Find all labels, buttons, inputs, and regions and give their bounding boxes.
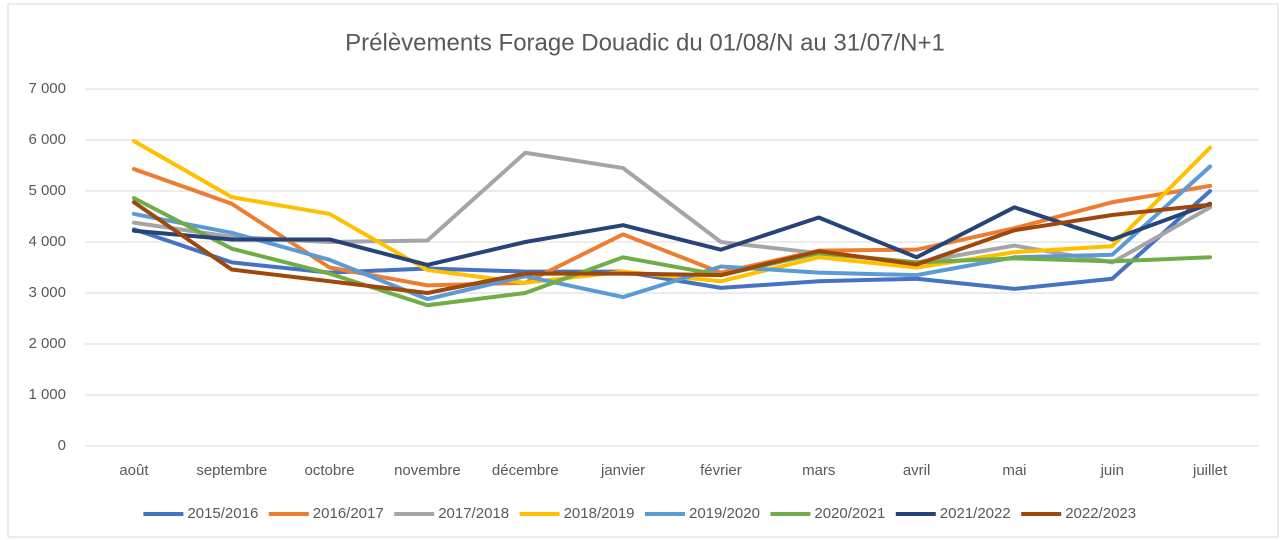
y-tick-label: 5 000 bbox=[28, 182, 66, 199]
x-tick-label: novembre bbox=[394, 462, 461, 479]
x-tick-label: décembre bbox=[492, 462, 559, 479]
x-tick-label: août bbox=[119, 462, 149, 479]
series-line bbox=[131, 196, 1213, 308]
x-tick-label: juin bbox=[1100, 462, 1124, 479]
legend-label: 2020/2021 bbox=[814, 505, 885, 522]
x-tick-label: janvier bbox=[600, 462, 645, 479]
x-tick-label: mai bbox=[1002, 462, 1026, 479]
chart-title: Prélèvements Forage Douadic du 01/08/N a… bbox=[345, 29, 945, 56]
legend-label: 2021/2022 bbox=[940, 505, 1011, 522]
legend-label: 2016/2017 bbox=[313, 505, 384, 522]
series-line bbox=[131, 200, 1213, 295]
legend-label: 2019/2020 bbox=[689, 505, 760, 522]
y-tick-label: 2 000 bbox=[28, 335, 66, 352]
series-line bbox=[131, 201, 1213, 267]
x-tick-label: septembre bbox=[196, 462, 267, 479]
y-tick-label: 4 000 bbox=[28, 233, 66, 250]
x-tick-label: juillet bbox=[1192, 462, 1228, 479]
series-line bbox=[131, 139, 1213, 285]
legend-label: 2022/2023 bbox=[1065, 505, 1136, 522]
legend-label: 2018/2019 bbox=[564, 505, 635, 522]
x-tick-label: octobre bbox=[305, 462, 355, 479]
x-tick-label: février bbox=[700, 462, 742, 479]
legend-label: 2017/2018 bbox=[438, 505, 509, 522]
x-tick-label: mars bbox=[802, 462, 835, 479]
y-tick-label: 7 000 bbox=[28, 80, 66, 97]
y-tick-label: 3 000 bbox=[28, 284, 66, 301]
y-tick-label: 0 bbox=[58, 437, 66, 454]
y-tick-label: 6 000 bbox=[28, 131, 66, 148]
chart-frame bbox=[7, 3, 1279, 538]
x-tick-label: avril bbox=[903, 462, 931, 479]
y-tick-label: 1 000 bbox=[28, 386, 66, 403]
legend-label: 2015/2016 bbox=[187, 505, 258, 522]
